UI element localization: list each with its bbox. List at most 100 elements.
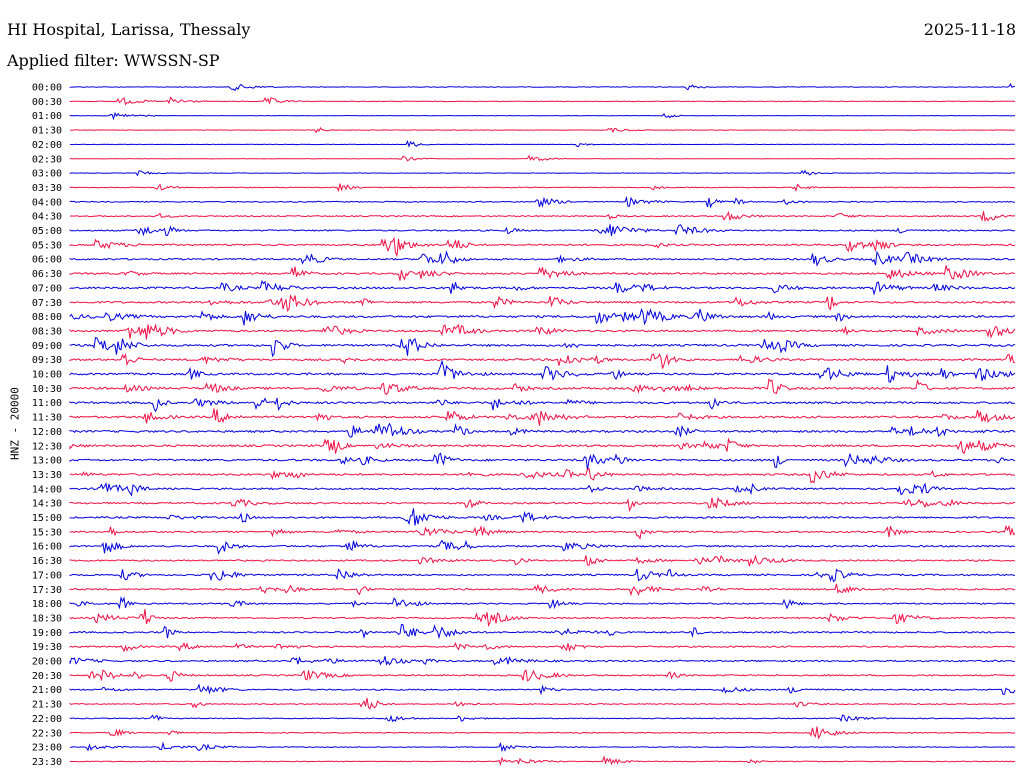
trace-line	[69, 608, 1016, 627]
trace-line	[69, 583, 1016, 597]
trace-line	[69, 265, 1016, 281]
time-tick-label: 04:30	[32, 212, 62, 223]
trace-line	[69, 669, 1016, 682]
time-tick-label: 17:00	[32, 570, 62, 581]
trace-line	[69, 641, 1016, 653]
time-tick-label: 20:00	[32, 657, 62, 668]
trace-line	[69, 279, 1016, 296]
time-tick-label: 16:00	[32, 542, 62, 553]
trace-line	[69, 352, 1016, 369]
time-tick-label: 21:30	[32, 700, 62, 711]
time-tick-label: 03:00	[32, 169, 62, 180]
time-tick-label: 00:30	[32, 97, 62, 108]
time-tick-label: 10:00	[32, 370, 62, 381]
trace-line	[69, 496, 1015, 513]
trace-line	[69, 140, 1015, 148]
time-tick-label: 10:30	[32, 384, 62, 395]
trace-line	[69, 96, 1016, 106]
trace-line	[69, 169, 1016, 177]
time-tick-label: 11:00	[32, 398, 62, 409]
trace-line	[69, 210, 1016, 223]
time-tick-label: 15:00	[32, 513, 62, 524]
time-tick-label: 15:30	[32, 527, 62, 538]
trace-line	[69, 683, 1016, 696]
time-tick-label: 09:00	[32, 341, 62, 352]
trace-line	[69, 422, 1016, 438]
time-tick-label: 18:30	[32, 613, 62, 624]
trace-line	[69, 656, 1016, 666]
trace-line	[69, 378, 1016, 396]
trace-line	[69, 741, 1016, 753]
filter-label: Applied filter: WWSSN-SP	[7, 51, 220, 70]
trace-line	[69, 224, 1016, 237]
trace-line	[69, 250, 1016, 267]
time-tick-label: 04:00	[32, 197, 62, 208]
trace-line	[69, 714, 1016, 723]
time-tick-label: 16:30	[32, 556, 62, 567]
trace-line	[69, 236, 1016, 258]
time-tick-label: 12:00	[32, 427, 62, 438]
time-tick-label: 18:00	[32, 599, 62, 610]
time-tick-label: 23:30	[32, 757, 62, 768]
trace-line	[69, 726, 1016, 740]
trace-line	[69, 554, 1016, 567]
trace-line	[69, 307, 1016, 326]
time-tick-label: 02:00	[32, 140, 62, 151]
trace-line	[69, 323, 1016, 340]
trace-line	[69, 154, 1016, 162]
trace-line	[69, 195, 1016, 209]
time-tick-label: 23:00	[32, 743, 62, 754]
time-tick-label: 00:00	[32, 83, 62, 94]
trace-line	[69, 337, 1016, 358]
trace-line	[69, 596, 1016, 610]
time-tick-label: 14:30	[32, 499, 62, 510]
trace-line	[69, 755, 1016, 766]
trace-line	[69, 697, 1016, 710]
trace-line	[69, 359, 1016, 383]
trace-line	[69, 568, 1016, 583]
trace-line	[69, 467, 1016, 484]
time-tick-label: 05:30	[32, 240, 62, 251]
time-tick-label: 07:00	[32, 283, 62, 294]
time-tick-label: 21:00	[32, 685, 62, 696]
time-tick-label: 01:30	[32, 126, 62, 137]
date-label: 2025-11-18	[923, 20, 1016, 39]
time-tick-label: 06:30	[32, 269, 62, 280]
time-tick-label: 02:30	[32, 154, 62, 165]
trace-line	[69, 482, 1016, 497]
trace-line	[69, 183, 1016, 193]
time-tick-label: 06:00	[32, 255, 62, 266]
time-tick-label: 01:00	[32, 111, 62, 122]
time-tick-label: 11:30	[32, 413, 62, 424]
seismic-traces	[69, 82, 1016, 766]
time-tick-label: 22:30	[32, 728, 62, 739]
time-tick-label: 03:30	[32, 183, 62, 194]
trace-line	[69, 623, 1016, 640]
trace-line	[69, 539, 1016, 555]
time-tick-label: 08:30	[32, 326, 62, 337]
time-tick-label: 13:30	[32, 470, 62, 481]
trace-line	[69, 452, 1016, 471]
trace-line	[69, 437, 1016, 455]
trace-line	[69, 408, 1016, 426]
trace-line	[69, 294, 1016, 313]
trace-line	[69, 397, 1016, 413]
time-tick-label: 13:00	[32, 456, 62, 467]
trace-line	[69, 508, 1016, 526]
time-tick-label: 19:00	[32, 628, 62, 639]
time-tick-label: 20:30	[32, 671, 62, 682]
station-title: HI Hospital, Larissa, Thessaly	[7, 20, 251, 39]
time-tick-label: 05:00	[32, 226, 62, 237]
trace-line	[69, 126, 1016, 134]
time-tick-label: 08:00	[32, 312, 62, 323]
trace-line	[69, 82, 1016, 92]
time-tick-labels: 00:00 00:30 01:00 01:30 02:00 02:30 03:00 03:30…	[32, 83, 62, 768]
trace-line	[69, 111, 1016, 121]
time-tick-label: 09:30	[32, 355, 62, 366]
time-tick-label: 07:30	[32, 298, 62, 309]
trace-line	[69, 524, 1016, 540]
time-tick-label: 19:30	[32, 642, 62, 653]
time-tick-label: 12:30	[32, 441, 62, 452]
time-tick-label: 14:00	[32, 484, 62, 495]
